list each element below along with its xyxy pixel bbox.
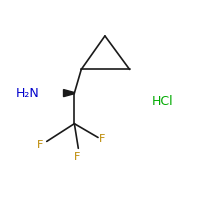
Text: F: F: [74, 152, 81, 162]
Text: H₂N: H₂N: [16, 87, 40, 100]
Polygon shape: [64, 90, 74, 97]
Text: HCl: HCl: [151, 95, 173, 108]
Text: F: F: [99, 134, 105, 144]
Text: F: F: [37, 140, 43, 150]
